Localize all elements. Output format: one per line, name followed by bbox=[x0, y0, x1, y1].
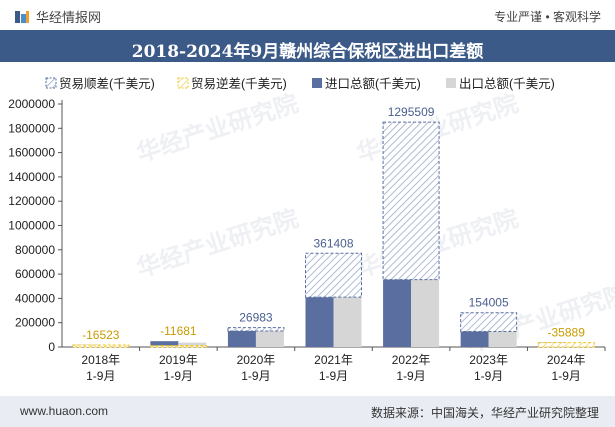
bars bbox=[72, 121, 595, 348]
y-tick-label: 600000 bbox=[15, 267, 55, 281]
export-bar bbox=[255, 327, 284, 347]
legend-label: 进口总额(千美元) bbox=[325, 77, 421, 91]
footer-source: 数据来源：中国海关，华经产业研究院整理 bbox=[370, 406, 599, 420]
legend-label: 贸易逆差(千美元) bbox=[191, 76, 287, 91]
legend-item: 贸易逆差(千美元) bbox=[177, 76, 287, 91]
import-bar bbox=[383, 279, 412, 347]
watermark-text: 华经产业研究院 bbox=[133, 89, 301, 168]
data-label: -11681 bbox=[160, 324, 197, 338]
y-tick-label: 400000 bbox=[15, 291, 55, 305]
x-tick-label: 2024年 bbox=[547, 353, 586, 367]
data-labels: -16523 -11681 26983 361408 1295509 154005 -358… bbox=[82, 105, 585, 342]
y-tick-label: 1800000 bbox=[8, 121, 55, 135]
x-tick-label: 2019年 bbox=[159, 353, 198, 367]
legend-label: 出口总额(千美元) bbox=[459, 77, 555, 91]
data-label: 1295509 bbox=[388, 105, 435, 119]
y-tick-label: 1400000 bbox=[8, 170, 55, 184]
x-tick-label: 1-9月 bbox=[474, 369, 503, 383]
footer bbox=[0, 396, 615, 427]
import-bar bbox=[305, 297, 334, 347]
surplus-bar bbox=[227, 327, 285, 332]
x-tick-label: 1-9月 bbox=[552, 369, 581, 383]
data-label: 361408 bbox=[313, 236, 353, 250]
x-tick-label: 1-9月 bbox=[396, 369, 425, 383]
x-tick-label: 2023年 bbox=[469, 353, 508, 367]
deficit-bar bbox=[149, 345, 207, 348]
watermark-text: 华经产业研究院 bbox=[133, 204, 301, 283]
x-tick-label: 2018年 bbox=[81, 353, 120, 367]
legend-swatch bbox=[45, 77, 57, 89]
x-tick-label: 1-9月 bbox=[164, 369, 193, 383]
y-tick-label: 200000 bbox=[15, 316, 55, 330]
legend-item: 贸易顺差(千美元) bbox=[45, 77, 155, 91]
watermark-layer: 华经产业研究院华经产业研究院华经产业研究院华经产业研究院华经产业研究院 bbox=[133, 89, 615, 358]
x-tick-label: 1-9月 bbox=[241, 369, 270, 383]
brand-name: 华经情报网 bbox=[36, 10, 102, 25]
top-bar: 华经情报网 专业严谨 • 客观科学 bbox=[0, 0, 615, 30]
data-label: -35889 bbox=[548, 325, 586, 339]
data-label: -16523 bbox=[82, 328, 120, 342]
y-tick-label: 800000 bbox=[15, 243, 55, 257]
export-bar bbox=[178, 342, 207, 347]
legend-item: 进口总额(千美元) bbox=[312, 77, 421, 91]
logo-icon bbox=[15, 10, 29, 23]
legend-swatch bbox=[177, 77, 189, 89]
surplus-bar bbox=[305, 252, 362, 298]
y-tick-label: 1200000 bbox=[8, 194, 55, 208]
legend-label: 贸易顺差(千美元) bbox=[59, 77, 155, 91]
legend-swatch bbox=[312, 78, 322, 88]
y-tick-label: 2000000 bbox=[8, 97, 55, 111]
x-tick-label: 2020年 bbox=[237, 353, 276, 367]
brand: 华经情报网 bbox=[14, 7, 101, 26]
footer-website: www.huaon.com bbox=[20, 404, 109, 418]
legend: 贸易顺差(千美元) 贸易逆差(千美元) 进口总额(千美元) 出口总额(千美元) bbox=[45, 76, 555, 91]
x-tick-label: 2021年 bbox=[314, 353, 353, 367]
import-bar bbox=[227, 330, 256, 347]
import-bar bbox=[460, 331, 489, 347]
data-label: 26983 bbox=[239, 311, 273, 325]
y-tick-label: 1600000 bbox=[8, 146, 55, 160]
title-bar bbox=[0, 30, 615, 62]
chart-title: 2018-2024年9月赣州综合保税区进出口差额 bbox=[131, 42, 484, 62]
deficit-bar bbox=[72, 344, 130, 348]
x-tick-label: 1-9月 bbox=[319, 369, 348, 383]
import-bar bbox=[150, 341, 179, 347]
legend-item: 出口总额(千美元) bbox=[446, 77, 555, 91]
x-tick-label: 2022年 bbox=[392, 353, 431, 367]
chart: 华经产业研究院华经产业研究院华经产业研究院华经产业研究院华经产业研究院 贸易顺差… bbox=[8, 76, 615, 383]
y-tick-label: 0 bbox=[48, 340, 55, 354]
deficit-bar bbox=[537, 342, 595, 348]
tagline: 专业严谨 • 客观科学 bbox=[494, 10, 601, 24]
x-tick-label: 1-9月 bbox=[86, 369, 115, 383]
legend-swatch bbox=[446, 78, 456, 88]
data-label: 154005 bbox=[469, 296, 509, 310]
y-tick-label: 1000000 bbox=[8, 219, 55, 233]
surplus-bar bbox=[382, 121, 440, 281]
surplus-bar bbox=[460, 312, 518, 332]
